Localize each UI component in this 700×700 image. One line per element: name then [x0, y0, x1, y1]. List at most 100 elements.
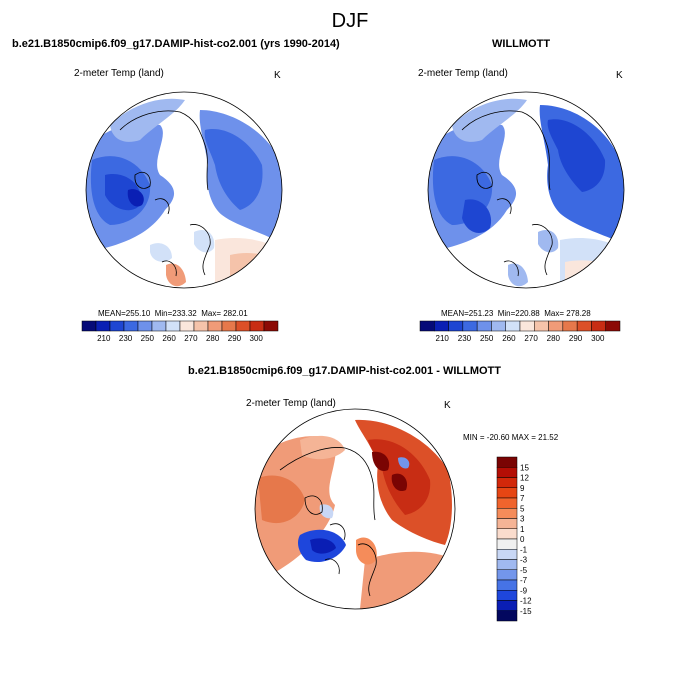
panel1-map [85, 91, 283, 289]
diff-map [254, 408, 456, 610]
diff-colorbar-tick-label: -9 [520, 586, 528, 595]
panel2-min-label: Min= [497, 309, 516, 318]
diff-colorbar-box [496, 508, 518, 519]
diff-colorbar-tick-label: -15 [520, 607, 532, 616]
diff-land-fill [255, 409, 455, 609]
diff-colorbar-tick-label: -1 [520, 545, 528, 554]
panel2-colorbar-tick-label: 280 [547, 334, 561, 343]
panel2-colorbar-box [548, 320, 564, 332]
panel2-colorbar-box [534, 320, 549, 332]
panel1-colorbar-box [249, 320, 265, 332]
diff-colorbar-box [496, 600, 518, 611]
panel2-colorbar-box [462, 320, 478, 332]
panel2-colorbar-box [434, 320, 449, 332]
panel2-colorbar-box [448, 320, 464, 332]
panel1-colorbar-tick-label: 270 [184, 334, 198, 343]
panel1-stats: MEAN=255.10 Min=233.32 Max= 282.01 [98, 309, 248, 318]
diff-colorbar-tick-label: -3 [520, 556, 528, 565]
diff-colorbar-tick-label: 3 [520, 515, 525, 524]
diff-minmax: MIN = -20.60 MAX = 21.52 [463, 433, 559, 442]
diff-colorbar-tick-label: -7 [520, 576, 528, 585]
diff-colorbar-box [496, 497, 518, 509]
diff-field-label: 2-meter Temp (land) [246, 398, 336, 409]
panel1-colorbar-box [95, 320, 111, 332]
panel1-max: 282.01 [223, 309, 248, 318]
diff-case-title: b.e21.B1850cmip6.f09_g17.DAMIP-hist-co2.… [188, 365, 501, 377]
panel2-coastlines [461, 110, 553, 277]
panel2-colorbar-box [505, 320, 521, 332]
panel2-colorbar-box [591, 320, 606, 332]
diff-colorbar-tick-label: 1 [520, 525, 525, 534]
panel1-colorbar-tick-label: 260 [162, 334, 176, 343]
panel1-colorbar-tick-label: 230 [119, 334, 133, 343]
panel2-colorbar-tick-label: 250 [480, 334, 494, 343]
panel2-colorbar-box [576, 320, 592, 332]
panel1-colorbar-box [123, 320, 139, 332]
diff-colorbar-tick-label: 0 [520, 535, 525, 544]
panel2-max-label: Max= [544, 309, 564, 318]
panel1-colorbar: 210 230 250 260 270 280 290 300 [81, 320, 279, 343]
panel2-colorbar-box [605, 320, 621, 332]
panel2-case-title: WILLMOTT [492, 38, 551, 50]
panel1-colorbar-tick-label: 250 [141, 334, 155, 343]
panel2-colorbar-tick-label: 270 [524, 334, 538, 343]
panel2-stats: MEAN=251.23 Min=220.88 Max= 278.28 [441, 309, 591, 318]
panel1-field-label: 2-meter Temp (land) [74, 68, 164, 79]
panel1-mean: 255.10 [125, 309, 151, 318]
diff-colorbar-tick-label: 5 [520, 504, 525, 513]
panel2-mean-label: MEAN= [441, 309, 469, 318]
panel1-colorbar-box [137, 320, 153, 332]
panel1-colorbar-box [263, 320, 279, 332]
diff-colorbar-box [496, 518, 518, 529]
panel1-colorbar-box [207, 320, 223, 332]
figure-title: DJF [331, 10, 369, 32]
panel2-colorbar: 210 230 250 260 270 280 290 300 [419, 320, 621, 343]
panel2-colorbar-box [491, 320, 506, 332]
diff-colorbar-box [496, 487, 518, 499]
panel2-map [427, 91, 625, 289]
panel1-min: 233.32 [172, 309, 197, 318]
panel1-colorbar-box [165, 320, 181, 332]
diff-colorbar-tick-label: -12 [520, 597, 532, 606]
panel2-colorbar-tick-label: 300 [591, 334, 605, 343]
panel2-colorbar-tick-label: 210 [436, 334, 450, 343]
panel2-colorbar-box [419, 320, 435, 332]
panel1-colorbar-tick-label: 300 [250, 334, 264, 343]
diff-colorbar-box [496, 549, 518, 560]
panel2-colorbar-tick-label: 230 [458, 334, 472, 343]
panel2-colorbar-box [519, 320, 535, 332]
panel1-colorbar-box [179, 320, 195, 332]
diff-colorbar-box [496, 477, 518, 488]
diff-colorbar-box [496, 528, 518, 540]
diff-colorbar-tick-label: -5 [520, 566, 528, 575]
panel1-land-fill [86, 92, 282, 288]
diff-colorbar-box [496, 559, 518, 570]
panel2-max: 278.28 [566, 309, 591, 318]
panel1-colorbar-box [81, 320, 97, 332]
panel2-field-label: 2-meter Temp (land) [418, 68, 508, 79]
panel1-mean-label: MEAN= [98, 309, 126, 318]
panel1-colorbar-tick-label: 210 [97, 334, 111, 343]
panel1-case-title: b.e21.B1850cmip6.f09_g17.DAMIP-hist-co2.… [12, 38, 340, 50]
panel2-colorbar-box [562, 320, 578, 332]
diff-colorbar-box [496, 456, 518, 468]
panel2-mean: 251.23 [468, 309, 494, 318]
panel1-colorbar-tick-label: 290 [228, 334, 242, 343]
panel1-colorbar-box [235, 320, 251, 332]
diff-unit: K [444, 400, 451, 411]
diff-colorbar-box [496, 569, 518, 581]
panel1-coastlines [119, 110, 211, 277]
panel1-min-label: Min= [154, 309, 173, 318]
panel2-colorbar-tick-label: 290 [569, 334, 583, 343]
panel1-unit: K [274, 70, 281, 81]
panel1-colorbar-box [109, 320, 125, 332]
panel1-colorbar-box [221, 320, 237, 332]
diff-colorbar-box [496, 579, 518, 591]
diff-coastlines [279, 447, 377, 597]
panel1-colorbar-box [151, 320, 167, 332]
panel1-colorbar-box [193, 320, 209, 332]
panel1-colorbar-tick-label: 280 [206, 334, 220, 343]
panel2-unit: K [616, 70, 623, 81]
